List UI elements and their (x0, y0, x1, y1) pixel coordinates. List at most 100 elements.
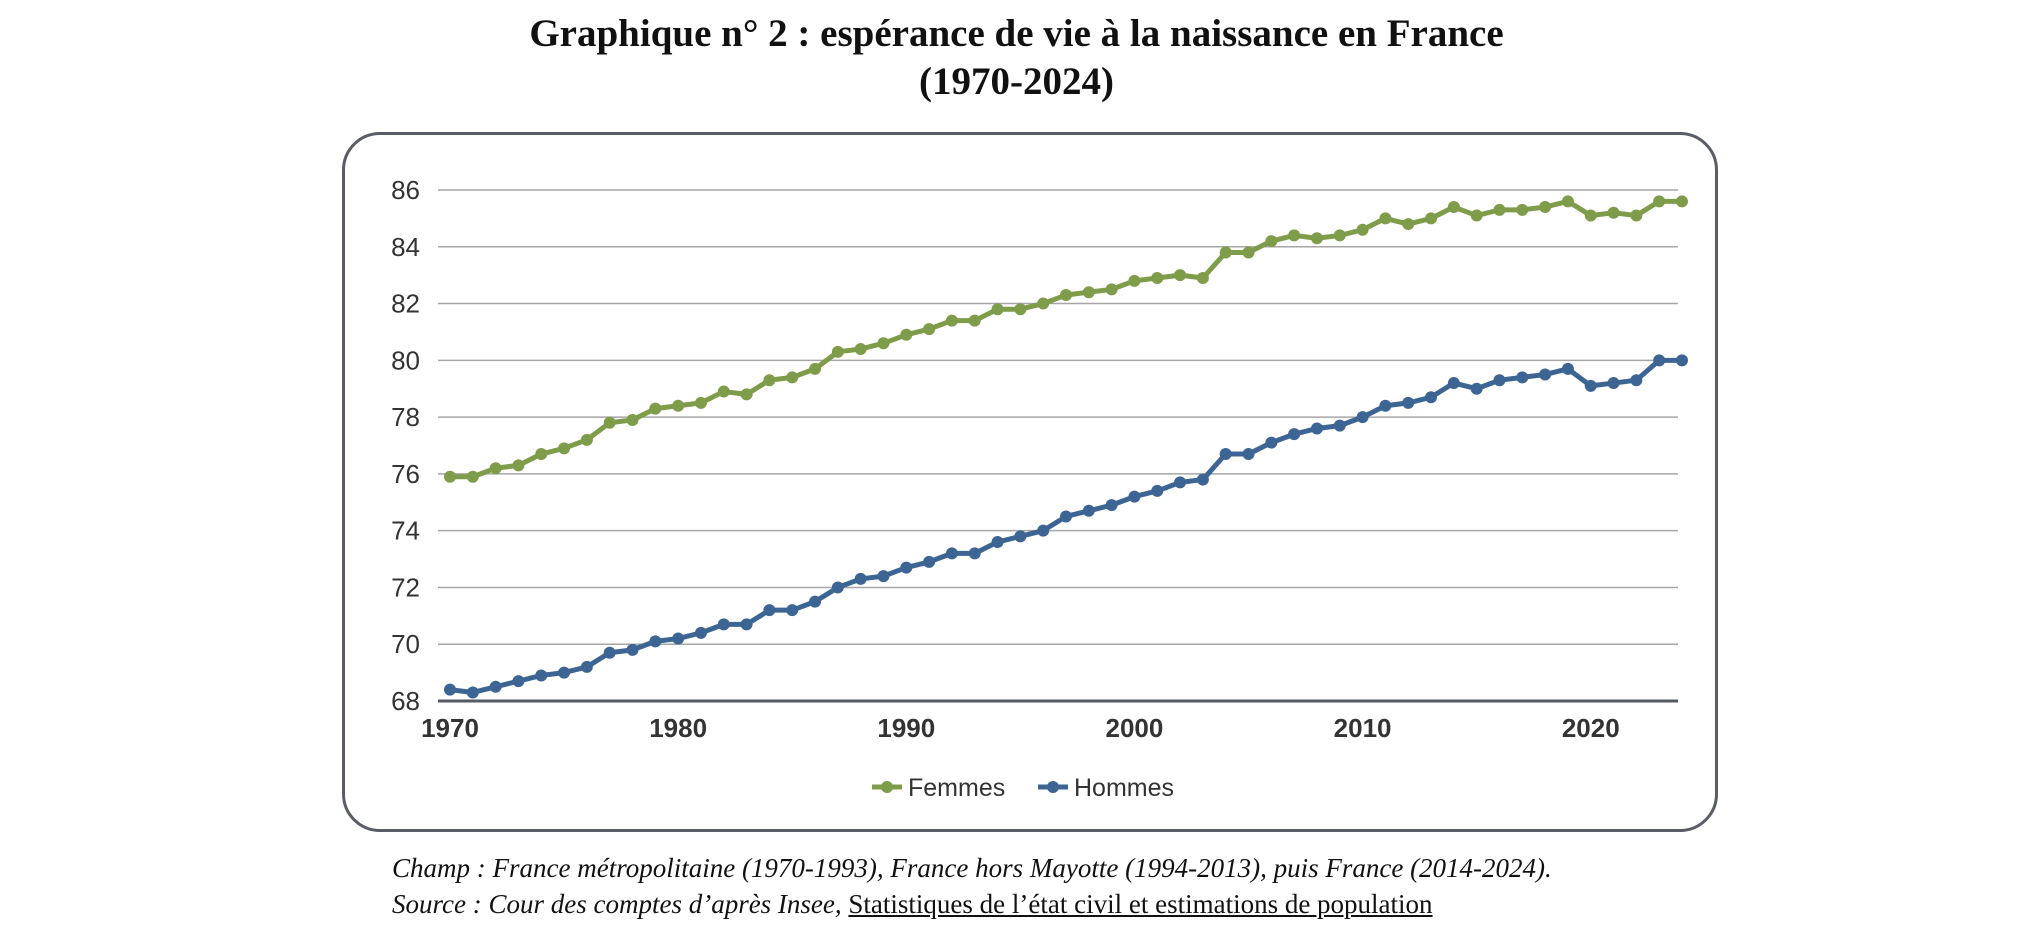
data-point (1174, 269, 1187, 282)
data-point (786, 604, 799, 617)
y-tick-label: 84 (391, 232, 420, 262)
data-point (694, 396, 707, 409)
data-point (1060, 289, 1072, 302)
data-point (1082, 504, 1095, 517)
data-point (1470, 382, 1483, 395)
data-point (809, 595, 822, 608)
source-link[interactable]: Statistiques de l’état civil et estimati… (848, 889, 1433, 919)
data-point (1379, 212, 1392, 225)
data-point (1128, 490, 1141, 503)
data-point (1219, 246, 1232, 259)
data-point (1310, 422, 1323, 435)
data-point (968, 547, 981, 560)
data-point (1037, 524, 1050, 537)
data-point (1082, 286, 1095, 299)
source-prefix: Source : Cour des comptes d’après Insee, (392, 889, 842, 919)
x-tick-label: 2020 (1562, 713, 1620, 743)
data-point (1447, 201, 1460, 214)
data-point (717, 385, 730, 398)
data-point (672, 399, 685, 412)
x-tick-label: 2010 (1334, 713, 1392, 743)
data-point (649, 402, 662, 415)
data-point (1584, 379, 1597, 392)
y-tick-label: 80 (391, 345, 420, 375)
data-point (786, 371, 799, 384)
data-point (1105, 283, 1118, 296)
data-point (945, 547, 958, 560)
data-point (1196, 272, 1209, 285)
x-tick-label: 1990 (877, 713, 935, 743)
data-point (626, 413, 639, 426)
legend-swatch-marker (881, 781, 893, 793)
x-axis-ticks: 1970 1980 1990 2000 2010 2020 (421, 713, 1620, 743)
data-point (694, 626, 707, 639)
data-point (809, 362, 822, 375)
data-point (1014, 530, 1027, 543)
data-point (1425, 212, 1438, 225)
y-tick-label: 70 (391, 629, 420, 659)
chart-notes: Champ : France métropolitaine (1970-1993… (392, 850, 1552, 922)
data-point (1402, 218, 1415, 231)
data-point (1151, 272, 1164, 285)
y-axis-ticks: 68 70 72 74 76 78 80 82 84 86 (391, 175, 420, 716)
data-point (1196, 473, 1209, 486)
data-point (1653, 354, 1666, 367)
data-point (1630, 374, 1643, 387)
data-point (1288, 229, 1301, 242)
data-point (1288, 428, 1301, 441)
data-point (1037, 297, 1050, 310)
data-point (1425, 391, 1438, 404)
y-tick-label: 72 (391, 572, 420, 602)
legend-item-hommes: Hommes (1038, 774, 1174, 802)
data-point (1333, 419, 1346, 432)
data-point (1630, 209, 1643, 222)
data-point (1493, 374, 1506, 387)
data-point (1516, 203, 1529, 216)
y-tick-label: 86 (391, 175, 420, 205)
x-tick-label: 2000 (1106, 713, 1164, 743)
x-tick-label: 1980 (649, 713, 707, 743)
data-point (1561, 362, 1574, 375)
source-note: Source : Cour des comptes d’après Insee,… (392, 886, 1552, 922)
data-point (1310, 232, 1323, 245)
data-point (1607, 206, 1620, 219)
data-point (854, 572, 867, 585)
series-hommes (444, 354, 1688, 699)
legend-label: Femmes (908, 774, 1005, 802)
series-line-femmes (447, 198, 1685, 480)
y-tick-label: 68 (391, 686, 420, 716)
chart-title: Graphique n° 2 : espérance de vie à la n… (0, 10, 2033, 106)
data-point (1105, 499, 1118, 512)
data-point (489, 680, 502, 693)
data-point (831, 581, 844, 594)
data-point (877, 570, 890, 583)
data-point (1265, 436, 1278, 449)
data-point (1151, 484, 1164, 497)
data-point (603, 416, 616, 429)
data-point (763, 604, 776, 617)
data-point (626, 643, 639, 656)
data-point (991, 303, 1004, 316)
data-point (763, 374, 776, 387)
data-point (1539, 201, 1552, 214)
legend-item-femmes: Femmes (872, 774, 1005, 802)
data-point (1561, 195, 1574, 208)
data-point (558, 442, 571, 455)
data-point (1174, 476, 1187, 489)
data-point (877, 337, 890, 350)
data-point (535, 669, 548, 682)
chart-title-line-2: (1970-2024) (919, 60, 1114, 103)
series-femmes (444, 195, 1688, 483)
series-line-hommes (447, 357, 1685, 695)
data-point (1493, 203, 1506, 216)
data-point (1128, 274, 1141, 287)
data-point (603, 646, 616, 659)
data-point (466, 470, 479, 483)
data-point (1356, 411, 1369, 424)
data-point (1516, 371, 1529, 384)
data-point (1219, 448, 1232, 461)
data-point (512, 675, 525, 688)
y-tick-label: 78 (391, 402, 420, 432)
data-point (649, 635, 662, 648)
